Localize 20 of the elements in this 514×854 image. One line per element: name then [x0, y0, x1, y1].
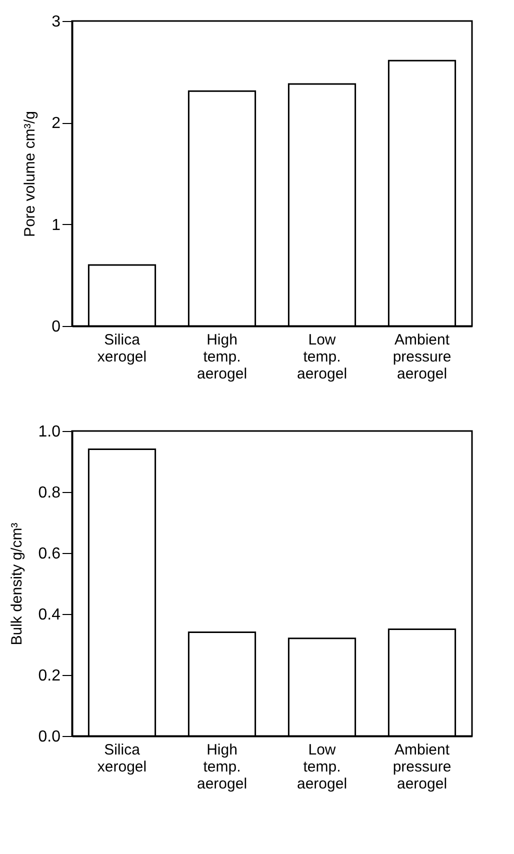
x-tick-label: High temp. aerogel	[196, 742, 248, 792]
x-tick-label: Ambient pressure aerogel	[392, 332, 452, 382]
y-tick-label: 0.8	[38, 484, 61, 502]
y-axis-title: Bulk density g/cm³	[8, 522, 26, 646]
y-tick-label: 0	[52, 318, 61, 336]
y-tick-label: 0.4	[38, 606, 61, 624]
x-tick-label: Silica xerogel	[97, 742, 147, 776]
y-tick-label: 1	[52, 216, 61, 234]
y-tick-label: 2	[52, 115, 61, 132]
x-tick-label: Ambient pressure aerogel	[392, 742, 452, 792]
y-tick-label: 0.0	[38, 728, 61, 746]
y-tick-label: 0.2	[38, 668, 61, 684]
x-tick-label: High temp. aerogel	[196, 332, 248, 382]
y-tick-label: 0.6	[38, 546, 61, 562]
x-tick-label: Silica xerogel	[97, 332, 147, 366]
x-tick-label: Low temp. aerogel	[296, 742, 348, 792]
y-tick-label: 3	[52, 14, 61, 30]
x-tick-label: Low temp. aerogel	[296, 332, 348, 382]
y-axis-title: Pore volume cm³/g	[22, 111, 39, 237]
y-tick-label: 1.0	[38, 424, 61, 440]
